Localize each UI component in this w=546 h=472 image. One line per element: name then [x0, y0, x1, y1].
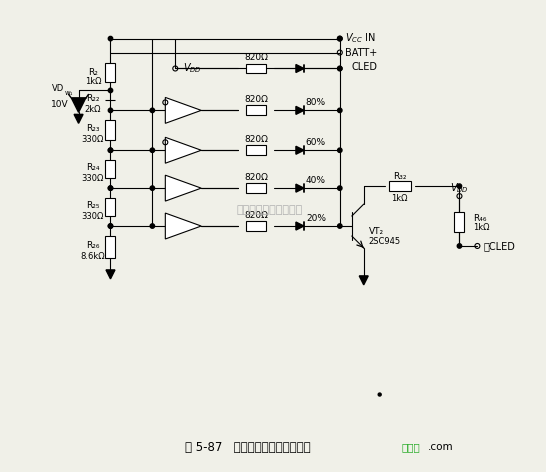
Bar: [389, 181, 411, 191]
Text: 1kΩ: 1kΩ: [391, 194, 408, 202]
Circle shape: [337, 36, 342, 41]
Text: 10V: 10V: [51, 100, 69, 109]
Bar: [246, 105, 266, 115]
Circle shape: [150, 108, 155, 112]
Text: 820Ω: 820Ω: [244, 53, 268, 62]
Bar: [454, 212, 465, 232]
Text: R₂₅: R₂₅: [86, 201, 99, 210]
Circle shape: [457, 244, 462, 248]
Bar: [105, 198, 115, 216]
Text: R₂₆: R₂₆: [86, 242, 99, 251]
Polygon shape: [296, 222, 304, 230]
Text: +: +: [168, 226, 176, 236]
Bar: [105, 120, 115, 140]
Text: 接CLED: 接CLED: [483, 241, 515, 251]
Circle shape: [150, 224, 155, 228]
Text: $V_{DD}$: $V_{DD}$: [183, 61, 202, 76]
Circle shape: [108, 148, 112, 152]
Circle shape: [108, 36, 112, 41]
Text: BATT+: BATT+: [345, 48, 377, 58]
Text: 40%: 40%: [306, 176, 326, 185]
Text: R₃₂: R₃₂: [393, 172, 406, 181]
Text: 820Ω: 820Ω: [244, 211, 268, 219]
Circle shape: [378, 393, 381, 396]
Text: 820Ω: 820Ω: [244, 95, 268, 104]
Text: 2kΩ: 2kΩ: [84, 105, 101, 114]
Text: 2SC945: 2SC945: [369, 237, 401, 246]
Text: VT₂: VT₂: [369, 227, 384, 236]
Polygon shape: [72, 98, 86, 112]
Circle shape: [337, 186, 342, 190]
Bar: [246, 221, 266, 231]
Circle shape: [337, 108, 342, 112]
Text: VD: VD: [52, 84, 64, 93]
Circle shape: [150, 186, 155, 190]
Text: 接线图: 接线图: [402, 442, 420, 452]
Bar: [246, 183, 266, 193]
Text: +: +: [168, 188, 176, 198]
Text: 图 5-87   监视电路结构及连接方法: 图 5-87 监视电路结构及连接方法: [185, 441, 311, 454]
Text: 820Ω: 820Ω: [244, 135, 268, 144]
Circle shape: [337, 66, 342, 71]
Circle shape: [108, 186, 112, 190]
Text: R₂₄: R₂₄: [86, 163, 99, 172]
Circle shape: [337, 148, 342, 152]
Text: +: +: [168, 150, 176, 160]
Text: R₂₂: R₂₂: [86, 94, 99, 103]
Circle shape: [108, 224, 112, 228]
Polygon shape: [359, 276, 368, 285]
Polygon shape: [165, 97, 201, 123]
Circle shape: [108, 148, 112, 152]
Text: 330Ω: 330Ω: [81, 211, 104, 220]
Polygon shape: [165, 213, 201, 239]
Polygon shape: [296, 65, 304, 73]
Text: 杭州将睿科技有限公司: 杭州将睿科技有限公司: [237, 205, 303, 215]
Polygon shape: [165, 175, 201, 201]
Polygon shape: [296, 184, 304, 192]
Text: CLED: CLED: [352, 61, 378, 71]
Circle shape: [337, 66, 342, 71]
Text: R₄₆: R₄₆: [473, 213, 487, 223]
Circle shape: [150, 148, 155, 152]
Text: 8.6kΩ: 8.6kΩ: [80, 253, 105, 261]
Text: R₂₃: R₂₃: [86, 124, 99, 133]
Polygon shape: [74, 114, 83, 123]
Text: +: +: [168, 110, 176, 120]
Circle shape: [108, 88, 112, 93]
Bar: [105, 160, 115, 178]
Bar: [246, 64, 266, 74]
Circle shape: [457, 184, 462, 188]
Polygon shape: [296, 146, 304, 154]
Text: 1kΩ: 1kΩ: [473, 222, 490, 232]
Text: .com: .com: [428, 442, 453, 452]
Text: 820Ω: 820Ω: [244, 173, 268, 182]
Text: w₁: w₁: [65, 91, 74, 96]
Circle shape: [108, 108, 112, 112]
Text: 1kΩ: 1kΩ: [85, 77, 102, 86]
Text: 330Ω: 330Ω: [81, 174, 104, 183]
Text: 60%: 60%: [306, 138, 326, 147]
Text: $V_{DD}$: $V_{DD}$: [450, 181, 469, 195]
Text: 330Ω: 330Ω: [81, 135, 104, 144]
Polygon shape: [165, 137, 201, 163]
Text: $V_{CC}$ IN: $V_{CC}$ IN: [345, 32, 376, 45]
Circle shape: [337, 224, 342, 228]
Bar: [105, 62, 115, 83]
Circle shape: [108, 186, 112, 190]
Bar: [105, 236, 115, 258]
Bar: [246, 145, 266, 155]
Text: 80%: 80%: [306, 98, 326, 107]
Text: R₂: R₂: [88, 68, 98, 77]
Circle shape: [108, 224, 112, 228]
Polygon shape: [296, 106, 304, 114]
Text: 20%: 20%: [306, 213, 326, 223]
Polygon shape: [106, 270, 115, 279]
